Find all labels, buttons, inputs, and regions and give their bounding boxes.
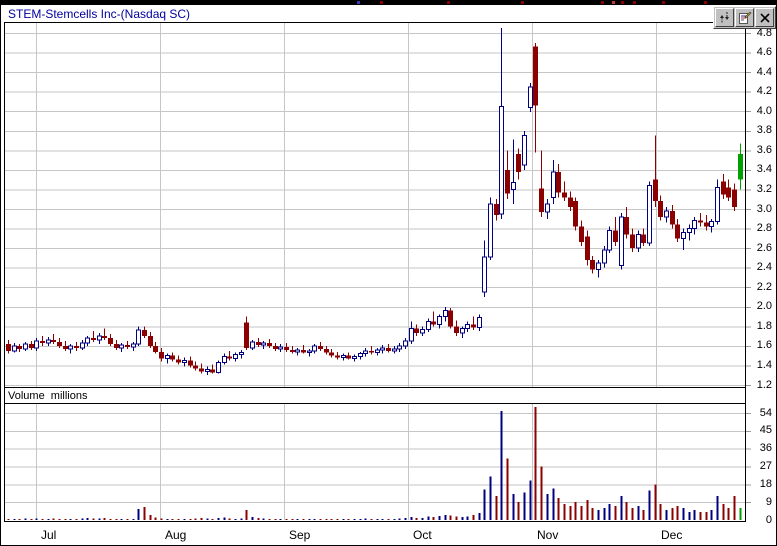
volume-tick-label: 27 — [759, 460, 772, 472]
month-label: Nov — [537, 528, 559, 542]
price-tick-label: 4.0 — [756, 104, 772, 117]
price-tick-label: 4.6 — [756, 46, 772, 59]
price-tick-label: 4.4 — [756, 65, 772, 78]
clipped-candle-speck — [357, 1, 360, 4]
price-tick-label: 1.6 — [756, 339, 772, 352]
price-tick-label: 2.0 — [756, 300, 772, 313]
price-tick-label: 4.2 — [756, 85, 772, 98]
clipped-candle-speck — [447, 1, 450, 4]
month-label: Oct — [413, 528, 432, 542]
price-tick-label: 1.2 — [756, 378, 772, 391]
chart-toolbar — [713, 6, 776, 29]
clipped-candle-speck — [612, 1, 615, 4]
volume-tick-label: 45 — [759, 424, 772, 437]
price-tick-label: 3.0 — [756, 202, 772, 215]
month-label: Sep — [289, 528, 311, 542]
sync-arrows-icon — [720, 12, 729, 23]
clipped-candle-speck — [633, 1, 636, 4]
clipped-candle-speck — [380, 1, 383, 4]
clipped-candle-speck — [662, 1, 665, 4]
price-tick-label: 3.6 — [756, 143, 772, 156]
volume-pane-label: Volume millions — [8, 390, 88, 402]
price-tick-label: 2.2 — [756, 280, 772, 293]
close-icon — [759, 12, 770, 23]
price-tick-label: 3.2 — [756, 182, 772, 195]
properties-button[interactable] — [735, 8, 754, 27]
volume-tick-label: 54 — [759, 406, 772, 419]
volume-tick-label: 36 — [759, 442, 772, 455]
price-tick-label: 2.6 — [756, 241, 772, 254]
price-tick-label: 3.8 — [756, 124, 772, 137]
price-tick-label: 1.4 — [756, 358, 772, 371]
top-border-strip — [0, 0, 777, 5]
volume-tick-label: 18 — [759, 477, 772, 490]
month-label: Dec — [661, 528, 683, 542]
price-tick-label: 1.8 — [756, 319, 772, 332]
clipped-candle-speck — [704, 1, 707, 4]
sync-arrows-button[interactable] — [715, 8, 734, 27]
price-tick-label: 2.8 — [756, 222, 772, 235]
close-button[interactable] — [755, 8, 774, 27]
price-tick-label: 2.4 — [756, 261, 772, 274]
clipped-candle-speck — [521, 1, 524, 4]
chart-title: STEM-Stemcells Inc-(Nasdaq SC) — [8, 7, 191, 21]
month-label: Aug — [165, 528, 187, 542]
clipped-candle-speck — [621, 1, 624, 4]
volume-tick-label: 0 — [765, 513, 772, 526]
properties-icon — [738, 11, 751, 24]
volume-tick-label: 9 — [765, 495, 772, 508]
price-tick-label: 3.4 — [756, 163, 772, 176]
month-label: Jul — [41, 528, 57, 542]
price-tick-label: 4.8 — [756, 26, 772, 39]
clipped-candle-speck — [601, 1, 604, 4]
